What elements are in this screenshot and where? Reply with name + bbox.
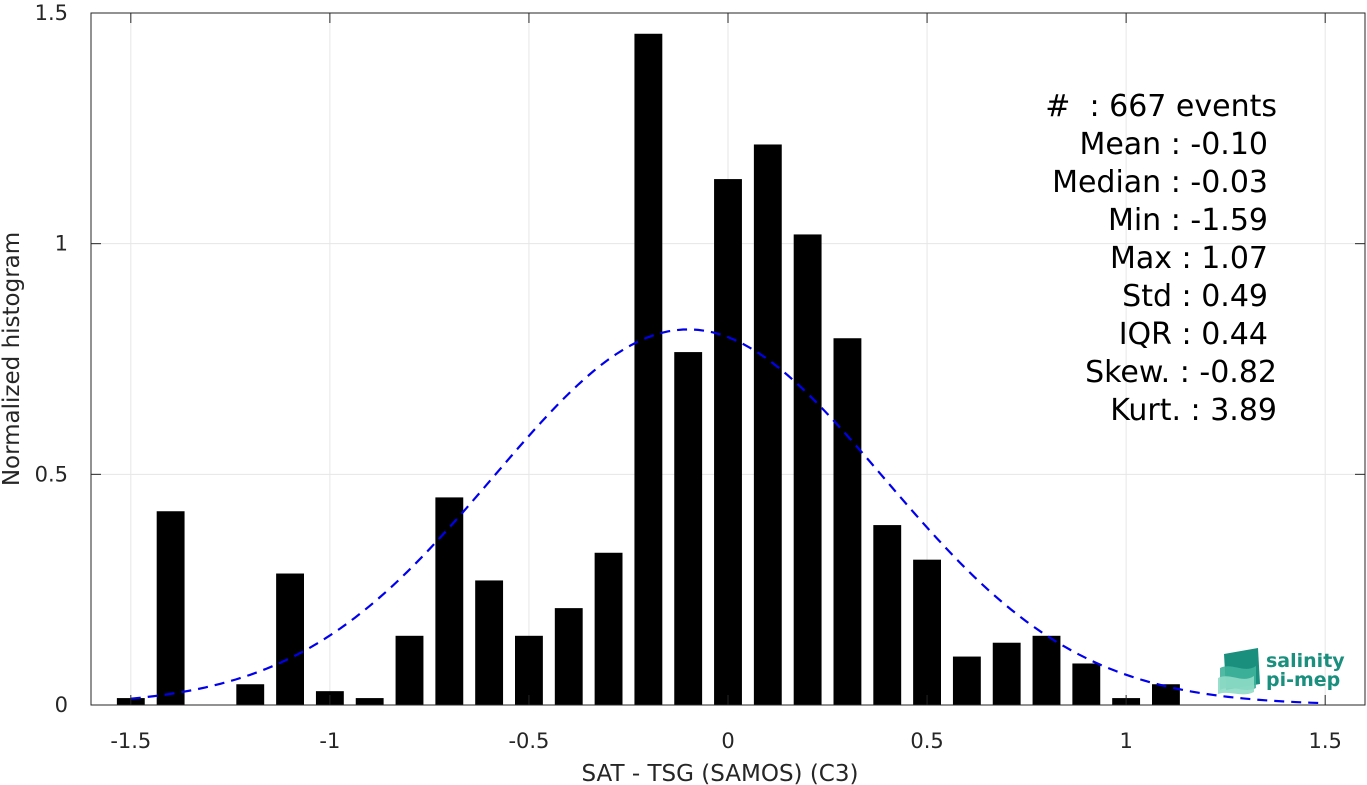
axis-ticks bbox=[91, 12, 1365, 706]
histogram-bar bbox=[753, 144, 782, 706]
x-tick-label: 1.5 bbox=[1308, 729, 1341, 753]
x-tick-labels: -1.5 -1 -0.5 0 0.5 1 1.5 bbox=[110, 729, 1342, 753]
stat-kurt: Kurt. : 3.89 bbox=[1110, 393, 1277, 428]
histogram-bar bbox=[1032, 635, 1061, 705]
histogram-bar bbox=[952, 656, 981, 705]
histogram-bar bbox=[1152, 684, 1180, 705]
histogram-bar bbox=[634, 33, 663, 705]
histogram-bar bbox=[515, 635, 543, 705]
stat-min: Min : -1.59 bbox=[1108, 203, 1268, 238]
x-tick-label: 1 bbox=[1119, 729, 1132, 753]
normal-fit-line bbox=[130, 328, 1326, 705]
histogram-bar bbox=[714, 179, 742, 705]
histogram-bar bbox=[833, 338, 862, 705]
stat-events: # : 667 events bbox=[1045, 89, 1277, 124]
normal-fit-curve bbox=[130, 328, 1326, 705]
wave-icon bbox=[1218, 648, 1260, 695]
x-tick-label: -1 bbox=[319, 729, 340, 753]
salinity-pi-mep-logo: salinity pi-mep bbox=[1218, 648, 1345, 695]
histogram-bar bbox=[992, 642, 1021, 705]
stat-std: Std : 0.49 bbox=[1122, 279, 1268, 314]
stat-skew: Skew. : -0.82 bbox=[1085, 355, 1277, 390]
histogram-bar bbox=[236, 684, 265, 705]
x-tick-label: -1.5 bbox=[110, 729, 151, 753]
histogram-bar bbox=[475, 580, 504, 705]
histogram-bar bbox=[913, 559, 941, 705]
y-tick-label: 0 bbox=[55, 693, 68, 717]
histogram-bar bbox=[276, 573, 304, 705]
histogram-bar bbox=[873, 525, 902, 705]
y-tick-label: 0.5 bbox=[35, 462, 68, 486]
histogram-bar bbox=[395, 635, 424, 705]
x-tick-label: -0.5 bbox=[508, 729, 549, 753]
histogram-bars bbox=[116, 33, 1180, 706]
histogram-bar bbox=[156, 511, 185, 705]
stat-median: Median : -0.03 bbox=[1052, 165, 1268, 200]
x-tick-label: 0 bbox=[721, 729, 734, 753]
histogram-bar bbox=[674, 352, 703, 705]
histogram-bar bbox=[1072, 663, 1101, 705]
y-axis-label: Normalized histogram bbox=[0, 232, 25, 486]
histogram-bar bbox=[594, 552, 623, 705]
x-axis-label: SAT - TSG (SAMOS) (C3) bbox=[582, 761, 859, 785]
histogram-bar bbox=[554, 608, 583, 705]
y-tick-label: 1 bbox=[55, 232, 68, 256]
histogram-bar bbox=[793, 234, 822, 705]
stat-max: Max : 1.07 bbox=[1110, 241, 1268, 276]
y-tick-labels: 0 0.5 1 1.5 bbox=[35, 1, 68, 717]
stat-mean: Mean : -0.10 bbox=[1079, 127, 1268, 162]
logo-line1: salinity bbox=[1266, 650, 1345, 672]
histogram-bar bbox=[435, 497, 464, 705]
x-tick-label: 0.5 bbox=[910, 729, 943, 753]
y-tick-label: 1.5 bbox=[35, 1, 68, 25]
histogram-bar bbox=[355, 698, 384, 705]
stat-iqr: IQR : 0.44 bbox=[1119, 317, 1268, 352]
statistics-box: # : 667 events Mean : -0.10 Median : -0.… bbox=[1045, 89, 1277, 428]
logo-line2: pi-mep bbox=[1266, 669, 1340, 691]
